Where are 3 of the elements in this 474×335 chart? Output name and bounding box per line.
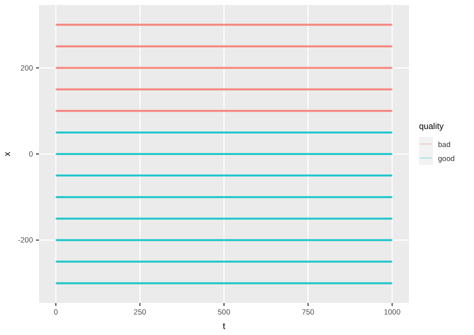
legend-title: quality <box>419 121 444 131</box>
y-axis-title: x <box>2 151 12 156</box>
x-axis-title: t <box>222 321 226 331</box>
